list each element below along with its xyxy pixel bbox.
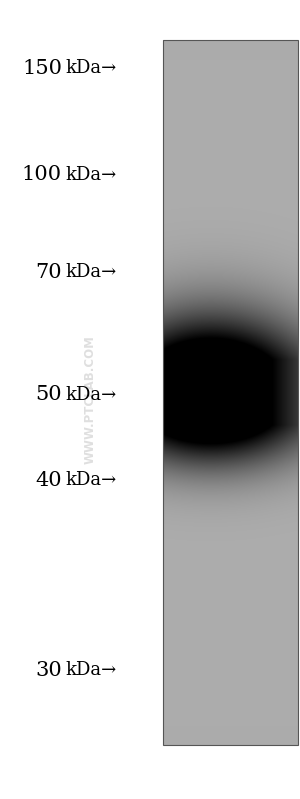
Text: kDa→: kDa→ <box>65 166 116 184</box>
Text: 70: 70 <box>35 263 62 281</box>
Text: kDa→: kDa→ <box>65 471 116 489</box>
Text: 50: 50 <box>35 385 62 404</box>
Text: kDa→: kDa→ <box>65 661 116 679</box>
Text: 30: 30 <box>35 661 62 679</box>
Text: WWW.PTCLAB.COM: WWW.PTCLAB.COM <box>83 335 97 464</box>
Text: 100: 100 <box>22 165 62 185</box>
Text: 40: 40 <box>35 471 62 490</box>
Text: kDa→: kDa→ <box>65 59 116 77</box>
Text: kDa→: kDa→ <box>65 263 116 281</box>
Text: 150: 150 <box>22 58 62 78</box>
Text: kDa→: kDa→ <box>65 386 116 404</box>
